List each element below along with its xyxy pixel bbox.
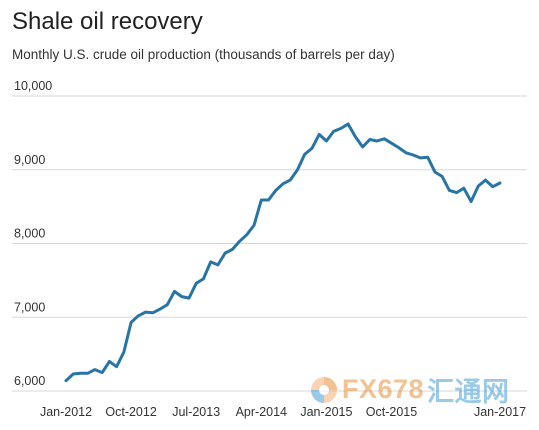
y-tick-label: 7,000 [14, 300, 45, 314]
y-tick-label: 8,000 [14, 227, 45, 241]
x-tick-label: Oct-2015 [366, 405, 417, 419]
y-axis-ticks: 6,000 7,000 8,000 9,000 10,000 [14, 79, 52, 388]
watermark-text-huitong: 汇通网 [427, 377, 510, 407]
chart-subtitle: Monthly U.S. crude oil production (thous… [12, 47, 395, 62]
y-tick-label: 6,000 [14, 374, 45, 388]
globe-logo-icon [311, 376, 337, 403]
x-tick-label: Jul-2013 [172, 405, 220, 419]
x-axis-ticks: Jan-2012 Oct-2012 Jul-2013 Apr-2014 Jan-2015… [40, 405, 526, 419]
series-line-crude-production [64, 122, 502, 383]
y-tick-label: 10,000 [14, 79, 52, 93]
y-tick-label: 9,000 [14, 153, 45, 167]
grid-lines [12, 95, 527, 392]
x-tick-label: Oct-2012 [105, 405, 156, 419]
series-layer [64, 122, 502, 383]
chart-title: Shale oil recovery [12, 8, 203, 35]
x-tick-label: Jan-2012 [40, 405, 92, 419]
x-tick-label: Jan-2017 [474, 405, 526, 419]
x-tick-label: Jan-2015 [300, 405, 352, 419]
fx678-watermark: FX678 汇通网 [309, 370, 510, 409]
x-tick-label: Apr-2014 [236, 405, 287, 419]
watermark-text-fx678: FX678 [342, 374, 425, 404]
